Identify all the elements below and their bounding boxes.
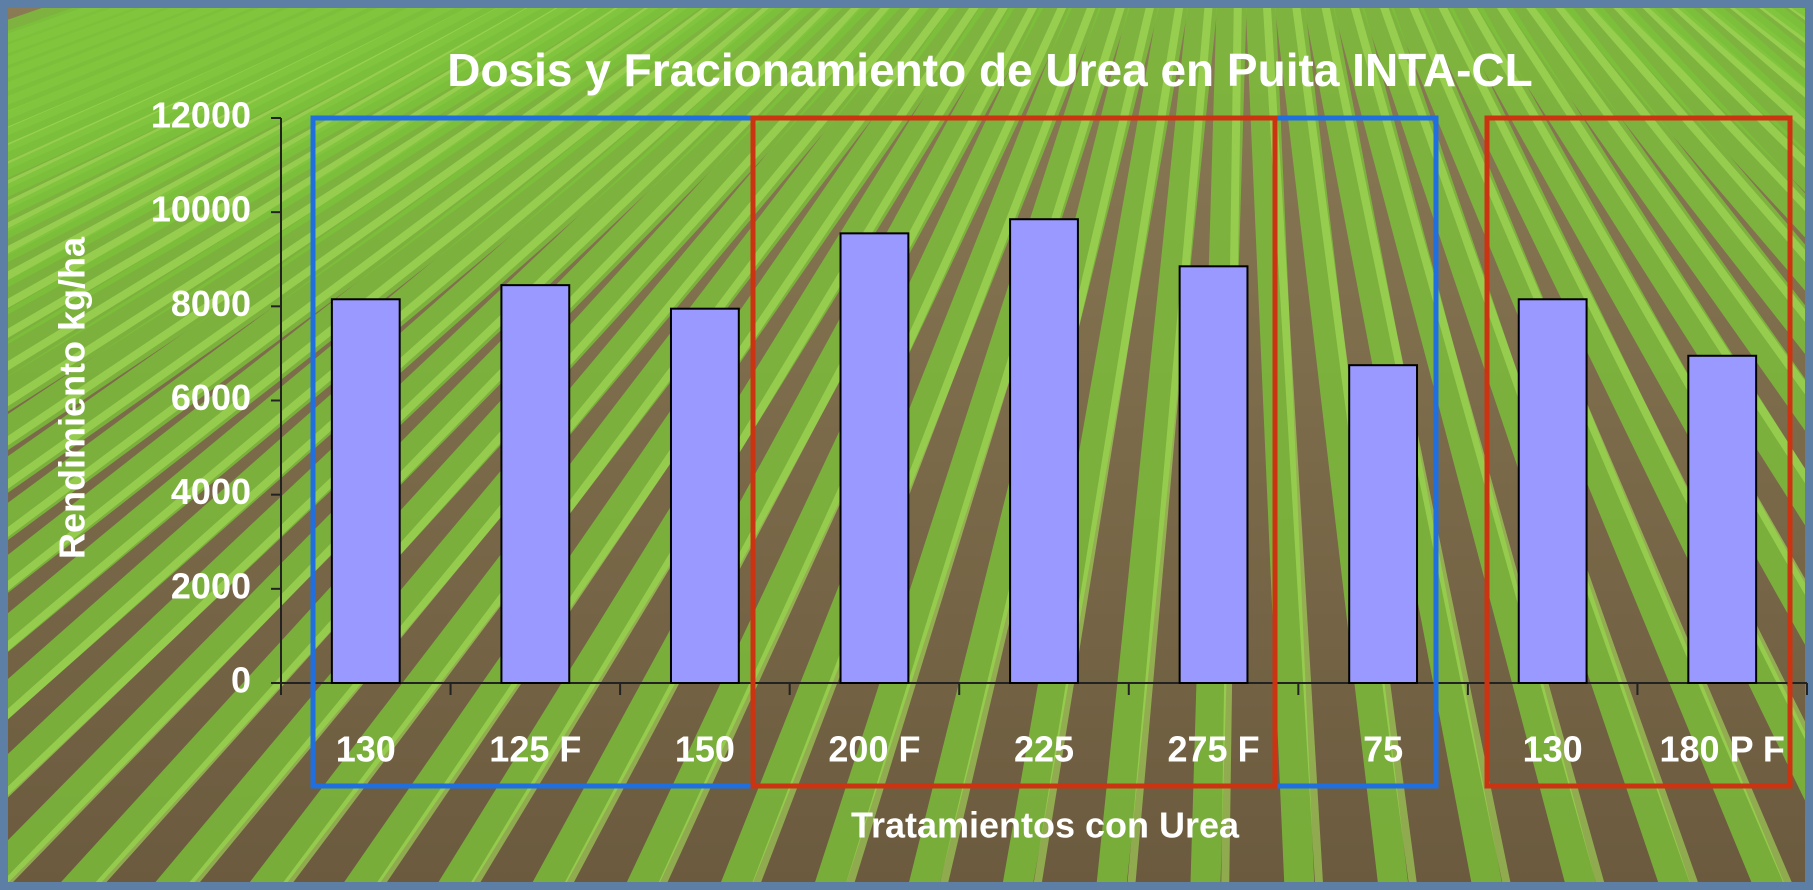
bar xyxy=(332,299,400,683)
x-tick-label: 275 F xyxy=(1168,729,1260,770)
x-tick-label: 125 F xyxy=(489,729,581,770)
page: 0 2000 4000 6000 8000 10000 12000 130 125 F 150 20… xyxy=(0,0,1813,890)
y-tick-label: 4000 xyxy=(171,471,251,512)
x-tick-label: 130 xyxy=(336,729,396,770)
bar xyxy=(671,309,739,683)
chart: 0 2000 4000 6000 8000 10000 12000 130 125 F 150 20… xyxy=(0,0,1813,890)
bar xyxy=(1519,299,1587,683)
x-tick-label: 130 xyxy=(1523,729,1583,770)
y-tick-label: 6000 xyxy=(171,377,251,418)
x-tick-label: 225 xyxy=(1014,729,1074,770)
y-tick-label: 8000 xyxy=(171,283,251,324)
bar xyxy=(1349,365,1417,683)
y-tick-label: 2000 xyxy=(171,565,251,606)
y-tick-label: 12000 xyxy=(151,95,251,136)
bar xyxy=(1010,219,1078,683)
bar xyxy=(1180,266,1248,683)
x-tick-label: 180 P F xyxy=(1660,729,1785,770)
y-axis-label: Rendimiento kg/ha xyxy=(52,236,93,559)
y-tick-label: 0 xyxy=(231,660,251,701)
x-tick-label: 150 xyxy=(675,729,735,770)
y-tick-label: 10000 xyxy=(151,189,251,230)
x-axis-label: Tratamientos con Urea xyxy=(851,805,1240,846)
x-tick-label: 200 F xyxy=(828,729,920,770)
x-tick-label: 75 xyxy=(1363,729,1403,770)
bar xyxy=(501,285,569,683)
chart-title: Dosis y Fracionamiento de Urea en Puita … xyxy=(447,44,1532,96)
bar xyxy=(841,233,909,683)
bar xyxy=(1688,356,1756,683)
